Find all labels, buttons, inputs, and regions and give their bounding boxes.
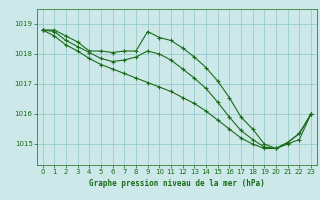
X-axis label: Graphe pression niveau de la mer (hPa): Graphe pression niveau de la mer (hPa) [89,179,265,188]
